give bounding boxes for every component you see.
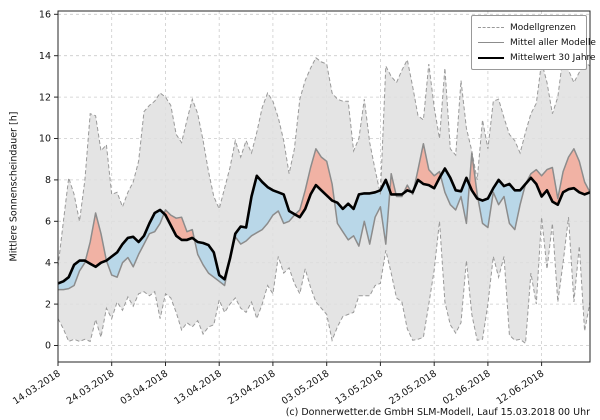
svg-text:6: 6 <box>45 217 51 228</box>
svg-text:4: 4 <box>45 258 51 269</box>
thick-line-icon <box>478 56 504 59</box>
copyright-caption: (c) Donnerwetter.de GmbH SLM-Modell, Lau… <box>285 407 590 418</box>
svg-text:23.05.2018: 23.05.2018 <box>387 368 439 407</box>
svg-text:16: 16 <box>39 10 51 21</box>
svg-text:12: 12 <box>39 92 51 103</box>
svg-text:12.06.2018: 12.06.2018 <box>495 368 547 407</box>
svg-text:23.04.2018: 23.04.2018 <box>226 368 278 407</box>
legend-label: Mittelwert 30 Jahre <box>510 52 596 63</box>
svg-text:10: 10 <box>39 134 51 145</box>
legend-item-model-bounds: Modellgrenzen <box>478 20 580 35</box>
svg-text:03.04.2018: 03.04.2018 <box>119 368 171 407</box>
legend: Modellgrenzen Mittel aller Modelle Mitte… <box>471 15 596 70</box>
svg-text:8: 8 <box>45 175 51 186</box>
y-axis-label: Mittlere Sonnenscheindauer [h] <box>8 111 20 262</box>
legend-item-model-mean: Mittel aller Modelle <box>478 35 596 50</box>
svg-text:14: 14 <box>39 51 51 62</box>
dashed-line-icon <box>478 27 504 28</box>
svg-text:13.04.2018: 13.04.2018 <box>172 368 224 407</box>
svg-text:03.05.2018: 03.05.2018 <box>280 368 332 407</box>
svg-text:2: 2 <box>45 299 51 310</box>
svg-text:13.05.2018: 13.05.2018 <box>333 368 385 407</box>
svg-text:14.03.2018: 14.03.2018 <box>11 368 63 407</box>
svg-text:24.03.2018: 24.03.2018 <box>65 368 117 407</box>
legend-label: Mittel aller Modelle <box>510 37 596 48</box>
solid-line-icon <box>478 42 504 43</box>
legend-item-30y-mean: Mittelwert 30 Jahre <box>478 50 596 65</box>
legend-label: Modellgrenzen <box>510 22 576 33</box>
svg-text:02.06.2018: 02.06.2018 <box>441 368 493 407</box>
svg-text:0: 0 <box>45 341 51 352</box>
